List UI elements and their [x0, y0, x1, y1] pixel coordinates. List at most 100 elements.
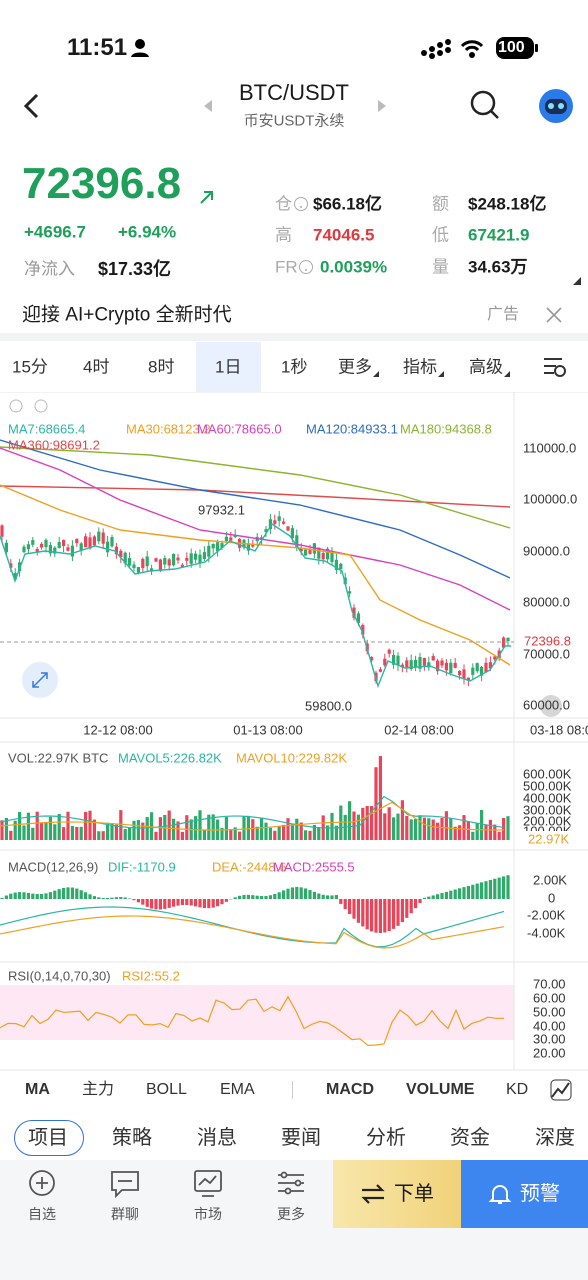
chart-settings[interactable]: [542, 355, 568, 379]
legend-ma: MA360:98691.2: [8, 437, 100, 452]
volume-bar: [75, 826, 79, 840]
info-icon[interactable]: [293, 196, 309, 212]
candle-body: [13, 572, 17, 580]
ma-line: [0, 447, 511, 611]
content-tab[interactable]: 项目: [28, 1127, 68, 1149]
draw-tool[interactable]: [550, 1079, 572, 1101]
volume-bar: [326, 825, 330, 840]
close-ad[interactable]: [545, 306, 563, 324]
dropdown-marks: [373, 371, 510, 377]
expand-corner[interactable]: [572, 276, 582, 286]
volume-bar: [502, 818, 506, 840]
indicator-tab[interactable]: EMA: [220, 1081, 255, 1098]
volume-bar: [128, 827, 132, 840]
interval-tab[interactable]: 更多: [338, 357, 372, 377]
macd-bar: [312, 891, 316, 899]
kline-chart[interactable]: MA7:68665.4 MA30:68123.2 MA60:78665.0 MA…: [0, 392, 588, 1072]
candle-body: [378, 669, 382, 672]
interval-tab[interactable]: 4时: [83, 357, 110, 377]
info-icon[interactable]: [298, 259, 314, 275]
volume-bar: [255, 826, 259, 840]
volume-bar: [405, 815, 409, 840]
macd-bar: [330, 895, 334, 899]
content-tab[interactable]: 深度: [535, 1127, 575, 1149]
candle-body: [44, 539, 48, 548]
price-change-pct: +6.94%: [118, 222, 177, 242]
candle-body: [176, 557, 180, 561]
macd-bar: [136, 899, 140, 903]
macd-bar: [22, 892, 26, 899]
candle-body: [88, 537, 92, 549]
indicator-tab[interactable]: VOLUME: [406, 1081, 475, 1098]
indicator-tab[interactable]: BOLL: [146, 1081, 187, 1098]
swap-icon: [361, 1184, 385, 1204]
macd-bar: [282, 890, 286, 899]
macd-bar: [79, 890, 83, 899]
macd-bar: [506, 875, 510, 899]
volume-bar: [220, 827, 224, 840]
candle-body: [40, 543, 44, 548]
order-button[interactable]: [333, 1160, 461, 1228]
candle-body: [158, 559, 162, 571]
assistant-avatar[interactable]: [538, 88, 574, 124]
indicator-tab[interactable]: 主力: [82, 1081, 115, 1098]
interval-tab[interactable]: 15分: [12, 357, 48, 377]
ad-text[interactable]: 迎接 AI+Crypto 全新时代: [22, 304, 232, 326]
legend-vol: MAVOL10:229.82K: [236, 750, 347, 765]
alert-label[interactable]: 预警: [520, 1183, 560, 1205]
back-button[interactable]: [20, 92, 44, 120]
interval-tab[interactable]: 1秒: [281, 357, 308, 377]
nav-item[interactable]: 自选: [28, 1206, 56, 1222]
volume-bar: [0, 820, 4, 840]
macd-bar: [238, 895, 242, 899]
price-change: +4696.7: [24, 222, 86, 242]
content-tab[interactable]: 要闻: [281, 1127, 321, 1149]
content-tab[interactable]: 消息: [197, 1127, 237, 1149]
content-tab[interactable]: 分析: [366, 1127, 406, 1149]
macd-bar: [207, 899, 211, 909]
volume-bar: [440, 818, 444, 840]
nav-item[interactable]: 市场: [194, 1206, 222, 1222]
indicator-tab[interactable]: MA: [25, 1081, 50, 1098]
candle-body: [141, 558, 145, 569]
candle-body: [440, 660, 444, 666]
macd-bar: [233, 897, 237, 899]
volume-bar: [348, 801, 352, 840]
interval-tab[interactable]: 8时: [148, 357, 175, 377]
volume-bar: [427, 818, 431, 840]
vol-ma-line: [0, 801, 505, 831]
macd-bar: [405, 899, 409, 918]
legend-ma: MA7:68665.4: [8, 421, 85, 436]
volume-bar: [418, 815, 422, 840]
search-button[interactable]: [468, 88, 502, 122]
interval-tab[interactable]: 高级: [469, 357, 503, 377]
y-tick-label: 2.00K: [533, 872, 567, 887]
interval-tab[interactable]: 1日: [215, 357, 242, 377]
alert-button[interactable]: [461, 1160, 588, 1228]
volume-bar: [475, 823, 479, 840]
candle-body: [290, 528, 294, 539]
macd-bar: [84, 892, 88, 899]
macd-bar: [295, 887, 299, 899]
macd-bar: [440, 893, 444, 899]
indicator-tab[interactable]: KD: [506, 1081, 529, 1098]
volume-bar: [462, 815, 466, 840]
volume-bar: [180, 831, 184, 840]
interval-tab[interactable]: 指标: [403, 357, 437, 377]
macd-bar: [176, 899, 180, 906]
legend-vol: VOL:22.97K BTC: [8, 750, 108, 765]
nav-item[interactable]: 群聊: [111, 1206, 139, 1222]
content-tab[interactable]: 策略: [112, 1127, 152, 1149]
macd-bar: [141, 899, 145, 905]
indicator-tab[interactable]: MACD: [326, 1081, 374, 1098]
macd-bar: [185, 899, 189, 905]
order-label[interactable]: 下单: [394, 1183, 434, 1205]
volume-bar: [242, 816, 246, 840]
nav-item[interactable]: 更多: [277, 1206, 305, 1222]
content-tab[interactable]: 资金: [450, 1127, 490, 1149]
volume-bar: [132, 820, 136, 840]
candle-body: [409, 660, 413, 670]
macd-bar: [150, 899, 154, 909]
volume-bar: [453, 826, 457, 840]
last-price: 72396.8: [22, 159, 182, 208]
